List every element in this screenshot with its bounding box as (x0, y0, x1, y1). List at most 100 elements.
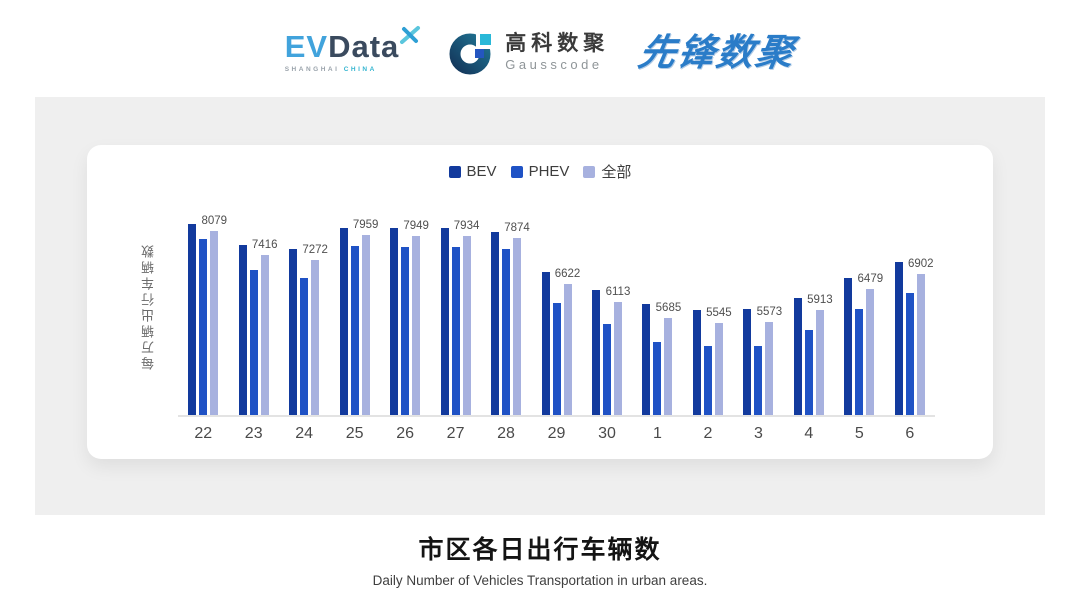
bar-group-5: 6479 (834, 194, 884, 415)
bar-bev (894, 262, 903, 415)
legend-item-bev[interactable]: BEV (448, 163, 497, 180)
x-axis-tick-label: 1 (653, 425, 662, 442)
bar-value-label: 6479 (857, 273, 884, 285)
bar-group-24: 7272 (279, 194, 329, 415)
x-axis-tick-label: 23 (244, 425, 263, 442)
x-axis-tick-label: 2 (703, 425, 713, 442)
bar-all (613, 302, 622, 415)
x-axis-tick-label: 4 (804, 425, 814, 442)
bar-all (361, 235, 370, 415)
bar-group-22: 8079 (178, 194, 228, 415)
bar-bev (188, 224, 197, 415)
bar-phev (754, 345, 763, 415)
xianfeng-text: 先锋数聚 (635, 31, 799, 73)
legend-item-phev[interactable]: PHEV (510, 163, 570, 180)
legend-swatch-bev (448, 165, 461, 178)
bar-value-label: 7874 (504, 222, 530, 235)
evdata-data-text: Data (328, 29, 400, 64)
bar-bev (793, 297, 802, 415)
bar-group-1: 5685 (632, 194, 682, 415)
evdata-wordmark: EV Data (285, 31, 400, 62)
bar-phev (703, 345, 712, 415)
chart-card: BEV PHEV 全部 每万辆出行车辆数 8079 7416 7272 7959 794… (87, 145, 993, 459)
x-axis-tick-label: 6 (905, 425, 915, 442)
bar-phev (350, 245, 359, 415)
bar-bev (692, 310, 701, 415)
bar-value-label: 7949 (403, 219, 429, 232)
y-axis-label-wrap: 每万辆出行车辆数 (139, 194, 158, 417)
page-title: 市区各日出行车辆数 (418, 536, 662, 564)
bar-phev (552, 302, 561, 415)
bar-group-3: 5573 (733, 194, 783, 415)
x-axis-tick-label: 3 (753, 425, 763, 442)
xianfeng-logo: 先锋数聚 (635, 31, 799, 73)
header-logos: EV Data SHANGHAI CHINA (0, 16, 1080, 88)
bar-phev (451, 247, 460, 415)
evdata-x-mark-icon (400, 26, 421, 44)
bar-all (714, 322, 723, 415)
bar-bev (491, 231, 500, 415)
bar-phev (249, 270, 258, 415)
legend-swatch-all (583, 165, 596, 178)
bar-phev (804, 330, 813, 415)
x-axis-tick-label: 25 (345, 425, 364, 442)
bar-phev (905, 292, 914, 415)
gausscode-logo: 高科数聚 Gausscode (449, 29, 609, 75)
bar-bev (339, 227, 348, 415)
caption: 市区各日出行车辆数 Daily Number of Vehicles Trans… (0, 530, 1080, 588)
bar-all (866, 289, 875, 415)
bar-all (563, 283, 572, 415)
bar-phev (401, 246, 410, 415)
bar-all (412, 235, 421, 415)
evdata-ev-text: EV (284, 29, 329, 64)
bar-value-label: 5685 (655, 301, 682, 314)
bar-group-28: 7874 (481, 194, 531, 415)
evdata-tagline: SHANGHAI CHINA (285, 66, 377, 73)
bar-phev (502, 249, 511, 415)
bar-value-label: 5913 (807, 293, 833, 306)
bar-value-label: 6902 (908, 257, 934, 270)
x-axis-tick-label: 29 (547, 425, 566, 442)
chart-panel: BEV PHEV 全部 每万辆出行车辆数 8079 7416 7272 7959 794… (35, 97, 1045, 515)
bar-all (210, 231, 219, 415)
gausscode-cn-text: 高科数聚 (505, 32, 610, 56)
bar-value-label: 5545 (706, 306, 732, 319)
bar-all (765, 321, 774, 415)
bar-phev (855, 308, 864, 415)
bar-value-label: 7272 (302, 244, 328, 257)
legend-item-all[interactable]: 全部 (583, 161, 631, 182)
legend-label-all: 全部 (601, 164, 632, 181)
gausscode-en-text: Gausscode (505, 56, 603, 72)
bar-group-29: 6622 (531, 194, 581, 415)
x-axis-tick-label: 5 (854, 425, 864, 442)
bar-phev (199, 239, 208, 415)
bar-value-label: 7416 (251, 239, 278, 251)
bar-value-label: 5573 (756, 305, 783, 318)
x-axis-tick-label: 26 (396, 425, 414, 442)
bar-value-label: 8079 (201, 215, 228, 227)
x-axis-tick-label: 30 (598, 425, 616, 442)
bar-all (311, 260, 320, 415)
evdata-logo: EV Data SHANGHAI CHINA (285, 26, 421, 73)
plot-area: 8079 7416 7272 7959 7949 7934 7874 6622 6113 5685… (178, 194, 935, 417)
legend-label-phev: PHEV (528, 163, 570, 180)
x-axis-tick-label: 27 (446, 425, 465, 442)
bar-value-label: 7959 (352, 219, 379, 232)
bar-all (462, 236, 471, 415)
bar-bev (289, 249, 298, 415)
bar-bev (591, 290, 600, 415)
bar-all (513, 238, 522, 415)
page-subtitle: Daily Number of Vehicles Transportation … (372, 573, 708, 588)
bar-value-label: 6622 (554, 267, 581, 280)
bar-group-4: 5913 (784, 194, 834, 415)
bar-bev (390, 228, 399, 415)
x-axis-tick-label: 24 (295, 425, 314, 442)
bar-bev (642, 304, 651, 415)
bar-bev (440, 228, 449, 415)
x-axis-tick-label: 28 (497, 425, 515, 442)
bar-value-label: 7934 (453, 220, 480, 233)
bar-group-2: 5545 (683, 194, 733, 415)
y-axis-label: 每万辆出行车辆数 (141, 241, 156, 370)
bar-bev (844, 277, 853, 415)
bar-group-30: 6113 (582, 194, 632, 415)
